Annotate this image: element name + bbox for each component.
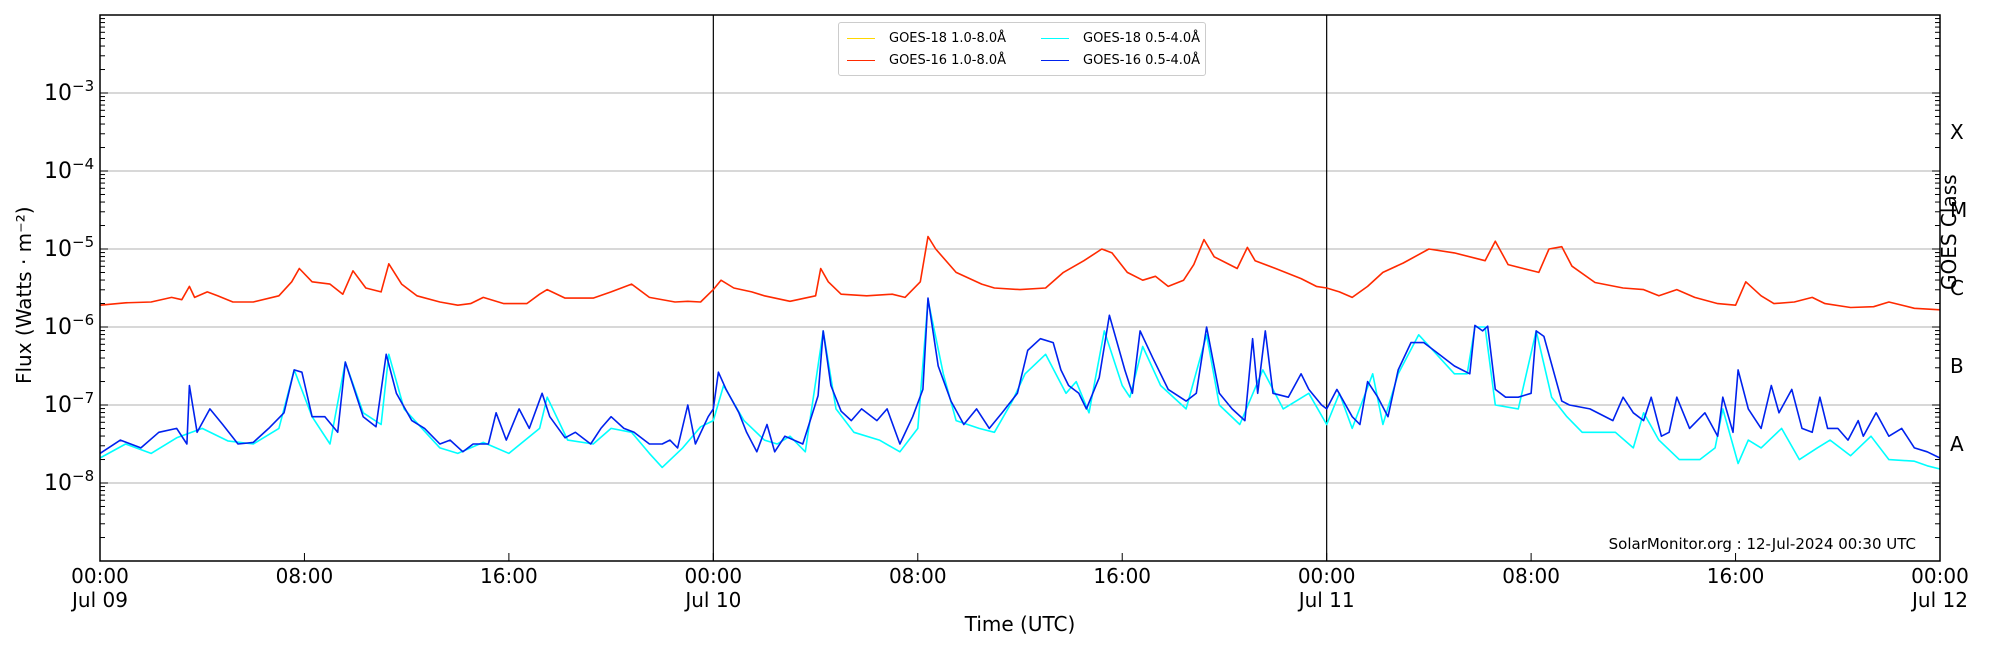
- y-tick-label: 10−7: [44, 389, 95, 418]
- y-axis-right-title: GOES Class: [1937, 174, 1961, 290]
- x-tick-label: 00:00 Jul 12: [1911, 564, 1969, 612]
- legend-swatch-goes18-short: [1041, 37, 1069, 39]
- goes-class-label: B: [1950, 354, 1964, 378]
- plot-frame: [99, 14, 1941, 562]
- gridlines: [100, 92, 1940, 484]
- y-tick-label: 10−4: [44, 155, 95, 184]
- timestamp-annotation: SolarMonitor.org : 12-Jul-2024 00:30 UTC: [1608, 535, 1916, 553]
- legend-swatch-goes16-short: [1041, 59, 1069, 61]
- x-tick-label: 16:00: [480, 564, 538, 588]
- y-axis-title: Flux (Watts · m⁻²): [12, 206, 36, 384]
- series-lines: [99, 235, 1941, 470]
- legend-label: GOES-18 0.5-4.0Å: [1083, 30, 1201, 46]
- y-tick-label: 10−8: [44, 467, 95, 496]
- goes-class-label: A: [1950, 432, 1964, 456]
- goes-class-label: C: [1950, 276, 1964, 300]
- y-tick-label: 10−3: [44, 77, 95, 106]
- day-dividers: [712, 15, 1328, 561]
- legend-swatch-goes18-long: [847, 37, 875, 39]
- legend-swatch-goes16-long: [847, 59, 875, 61]
- x-axis-title: Time (UTC): [964, 612, 1076, 636]
- x-tick-label: 00:00 Jul 11: [1297, 564, 1356, 612]
- legend-label: GOES-18 1.0-8.0Å: [889, 30, 1007, 46]
- goes-class-label: M: [1950, 198, 1968, 222]
- legend-label: GOES-16 1.0-8.0Å: [889, 52, 1007, 68]
- legend-item-goes16-long: GOES-16 1.0-8.0Å: [847, 50, 1006, 70]
- legend-item-goes16-short: GOES-16 0.5-4.0Å: [1041, 50, 1200, 70]
- legend-item-goes18-short: GOES-18 0.5-4.0Å: [1041, 28, 1200, 48]
- legend-item-goes18-long: GOES-18 1.0-8.0Å: [847, 28, 1006, 48]
- legend-label: GOES-16 0.5-4.0Å: [1083, 52, 1201, 68]
- x-tick-label: 08:00: [1502, 564, 1560, 588]
- x-tick-label: 00:00 Jul 09: [71, 564, 129, 612]
- series-line: [99, 235, 1941, 311]
- y-tick-label: 10−6: [44, 311, 95, 340]
- x-tick-label: 16:00: [1706, 564, 1765, 588]
- x-tick-label: 00:00 Jul 10: [684, 564, 743, 612]
- x-tick-label: 08:00: [275, 564, 334, 588]
- y-tick-label: 10−5: [44, 233, 95, 262]
- x-tick-label: 08:00: [888, 564, 947, 588]
- x-tick-label: 16:00: [1093, 564, 1152, 588]
- goes-class-label: X: [1950, 120, 1964, 144]
- legend: GOES-18 1.0-8.0Å GOES-18 0.5-4.0Å GOES-1…: [838, 22, 1206, 76]
- series-line: [99, 297, 1941, 459]
